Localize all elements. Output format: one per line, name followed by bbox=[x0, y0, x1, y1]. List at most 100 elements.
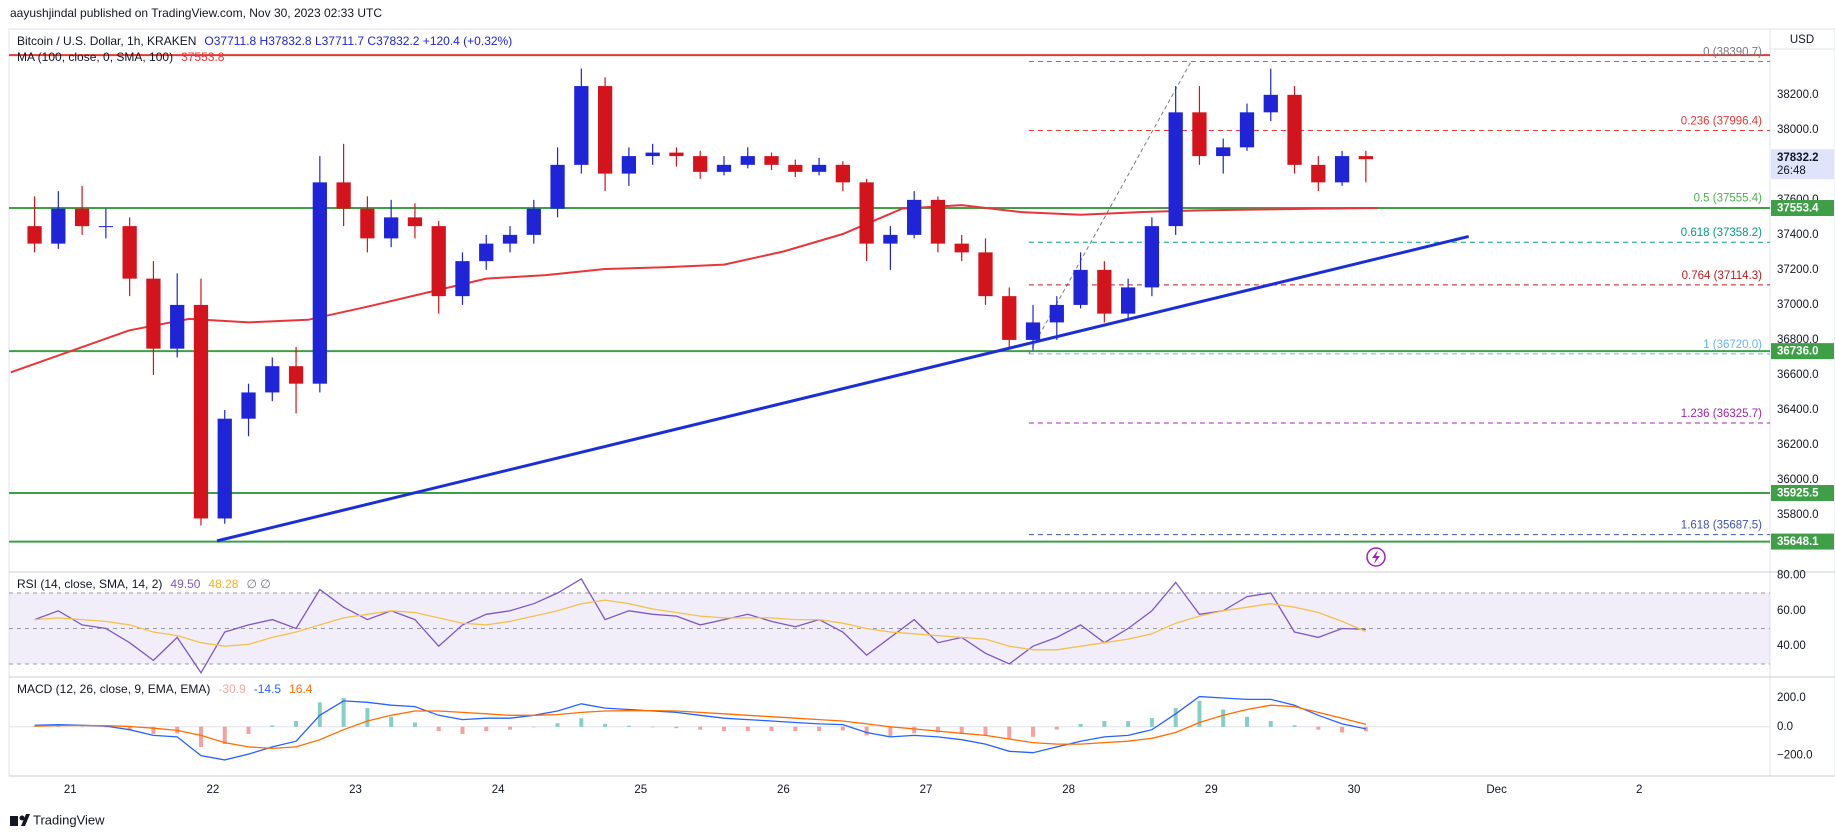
indicator-line bbox=[34, 704, 1367, 750]
y-tick-label: 36800.0 bbox=[1777, 334, 1819, 346]
currency[interactable]: USD bbox=[1790, 34, 1814, 46]
histogram-bar bbox=[698, 726, 703, 730]
candle-body bbox=[1239, 112, 1255, 148]
histogram-bar bbox=[935, 726, 940, 733]
candle-body bbox=[217, 418, 232, 519]
histogram-bar bbox=[650, 726, 655, 728]
x-tick-label: 22 bbox=[206, 784, 219, 796]
overlay-layer: USD Bitcoin / U.S. Dollar, 1h, KRAKEN O37… bbox=[10, 28, 1835, 827]
candle-body bbox=[502, 234, 518, 244]
histogram-bar bbox=[1340, 726, 1345, 733]
candle-body bbox=[336, 182, 351, 209]
candle-body bbox=[574, 86, 589, 165]
candle-body bbox=[693, 156, 708, 172]
x-tick-label: 23 bbox=[349, 784, 362, 796]
x-tick-label: 24 bbox=[492, 784, 505, 796]
y-tick-label: 35800.0 bbox=[1777, 509, 1819, 521]
x-tick-label: 29 bbox=[1205, 784, 1218, 796]
histogram-bar bbox=[769, 726, 774, 732]
brand-logo[interactable] bbox=[21, 814, 30, 826]
indicator-line bbox=[34, 578, 1366, 675]
symbol-title: Bitcoin / U.S. Dollar, 1h, KRAKEN bbox=[17, 34, 196, 48]
candle-body bbox=[716, 164, 732, 172]
y-tick-label: 36600.0 bbox=[1777, 369, 1819, 381]
candle-body bbox=[1097, 269, 1112, 314]
indicator-line bbox=[34, 599, 1367, 651]
pane-readout: 16.4 bbox=[289, 682, 313, 696]
histogram-bar bbox=[721, 726, 726, 732]
histogram-bar bbox=[1031, 726, 1036, 737]
y-tick-label: −200.0 bbox=[1777, 750, 1813, 762]
fib-label: 1.618 (35687.5) bbox=[1681, 520, 1762, 532]
fib-label: 0.5 (37555.4) bbox=[1694, 193, 1763, 205]
candle-body bbox=[360, 208, 375, 239]
histogram-bar bbox=[294, 721, 299, 727]
histogram-bar bbox=[531, 726, 536, 728]
candle-body bbox=[907, 199, 922, 235]
pane-readout: -14.5 bbox=[254, 682, 282, 696]
candle-body bbox=[811, 164, 827, 172]
x-tick-label: 25 bbox=[634, 784, 647, 796]
histogram-bar bbox=[840, 726, 845, 731]
candle-body bbox=[1216, 147, 1231, 157]
histogram-bar bbox=[222, 726, 227, 745]
ma-readout: 37553.8 bbox=[181, 50, 225, 64]
alert-bolt[interactable] bbox=[1372, 550, 1380, 564]
histogram-bar bbox=[436, 726, 441, 732]
histogram-bar bbox=[198, 726, 203, 747]
brand[interactable]: TradingView bbox=[10, 812, 105, 827]
y-tick-label: 80.00 bbox=[1777, 569, 1806, 581]
fib-label: 1 (36720.0) bbox=[1703, 339, 1762, 351]
histogram-bar bbox=[151, 726, 156, 734]
candle-body bbox=[193, 304, 209, 519]
indicator-line bbox=[34, 695, 1367, 761]
pane-legend: MACD (12, 26, close, 9, EMA, EMA) -30.9 -1… bbox=[17, 682, 313, 696]
byline: aayushjindal published on TradingView.co… bbox=[10, 6, 382, 20]
histogram-bar bbox=[1221, 709, 1226, 727]
moving-average bbox=[10, 204, 1378, 374]
fib-label: 0.236 (37996.4) bbox=[1681, 115, 1762, 127]
candle-body bbox=[1311, 164, 1326, 183]
candle-body bbox=[384, 217, 399, 239]
candle-body bbox=[978, 252, 993, 297]
candle-body bbox=[597, 86, 613, 174]
pane-readout: 48.28 bbox=[208, 577, 238, 591]
histogram-bar bbox=[864, 726, 869, 736]
candle-body bbox=[479, 243, 494, 262]
candle-body bbox=[740, 156, 755, 165]
y-tick-label: 37400.0 bbox=[1777, 229, 1819, 241]
histogram-bar bbox=[127, 726, 132, 730]
y-tick-label: 40.00 bbox=[1777, 640, 1806, 652]
histogram-bar bbox=[1316, 726, 1321, 730]
pane-legend: RSI (14, close, SMA, 14, 2) 49.50 48.28 ∅ ∅ bbox=[17, 577, 271, 591]
ma-title: MA (100, close, 0, SMA, 100) bbox=[17, 50, 173, 64]
histogram-bar bbox=[1197, 700, 1202, 727]
candle-body bbox=[621, 156, 637, 174]
histogram-bar bbox=[1102, 721, 1107, 727]
histogram-bar bbox=[674, 726, 679, 729]
candle-body bbox=[526, 208, 541, 235]
histogram-bar bbox=[1292, 725, 1297, 727]
candle-body bbox=[1144, 226, 1160, 288]
x-tick-label: 21 bbox=[64, 784, 77, 796]
histogram-bar bbox=[270, 725, 275, 727]
histogram-bar bbox=[1078, 723, 1083, 727]
price-tag bbox=[1771, 200, 1834, 217]
x-tick-label: 28 bbox=[1062, 784, 1075, 796]
candle-body bbox=[407, 217, 423, 227]
brand-name[interactable]: TradingView bbox=[33, 812, 105, 827]
candle-body bbox=[312, 182, 327, 384]
pane-title: RSI (14, close, SMA, 14, 2) bbox=[17, 577, 162, 591]
currency-box[interactable] bbox=[1769, 28, 1835, 50]
price-tag-label: 35925.5 bbox=[1777, 488, 1819, 500]
brand-logo[interactable] bbox=[10, 816, 18, 826]
candle-body bbox=[764, 156, 779, 165]
candle-body bbox=[265, 366, 280, 393]
histogram-bar bbox=[1268, 721, 1273, 727]
brand-logo[interactable] bbox=[19, 815, 25, 821]
x-tick-label: 26 bbox=[777, 784, 790, 796]
candle-body bbox=[51, 208, 66, 244]
alert-icon[interactable] bbox=[1366, 547, 1386, 567]
